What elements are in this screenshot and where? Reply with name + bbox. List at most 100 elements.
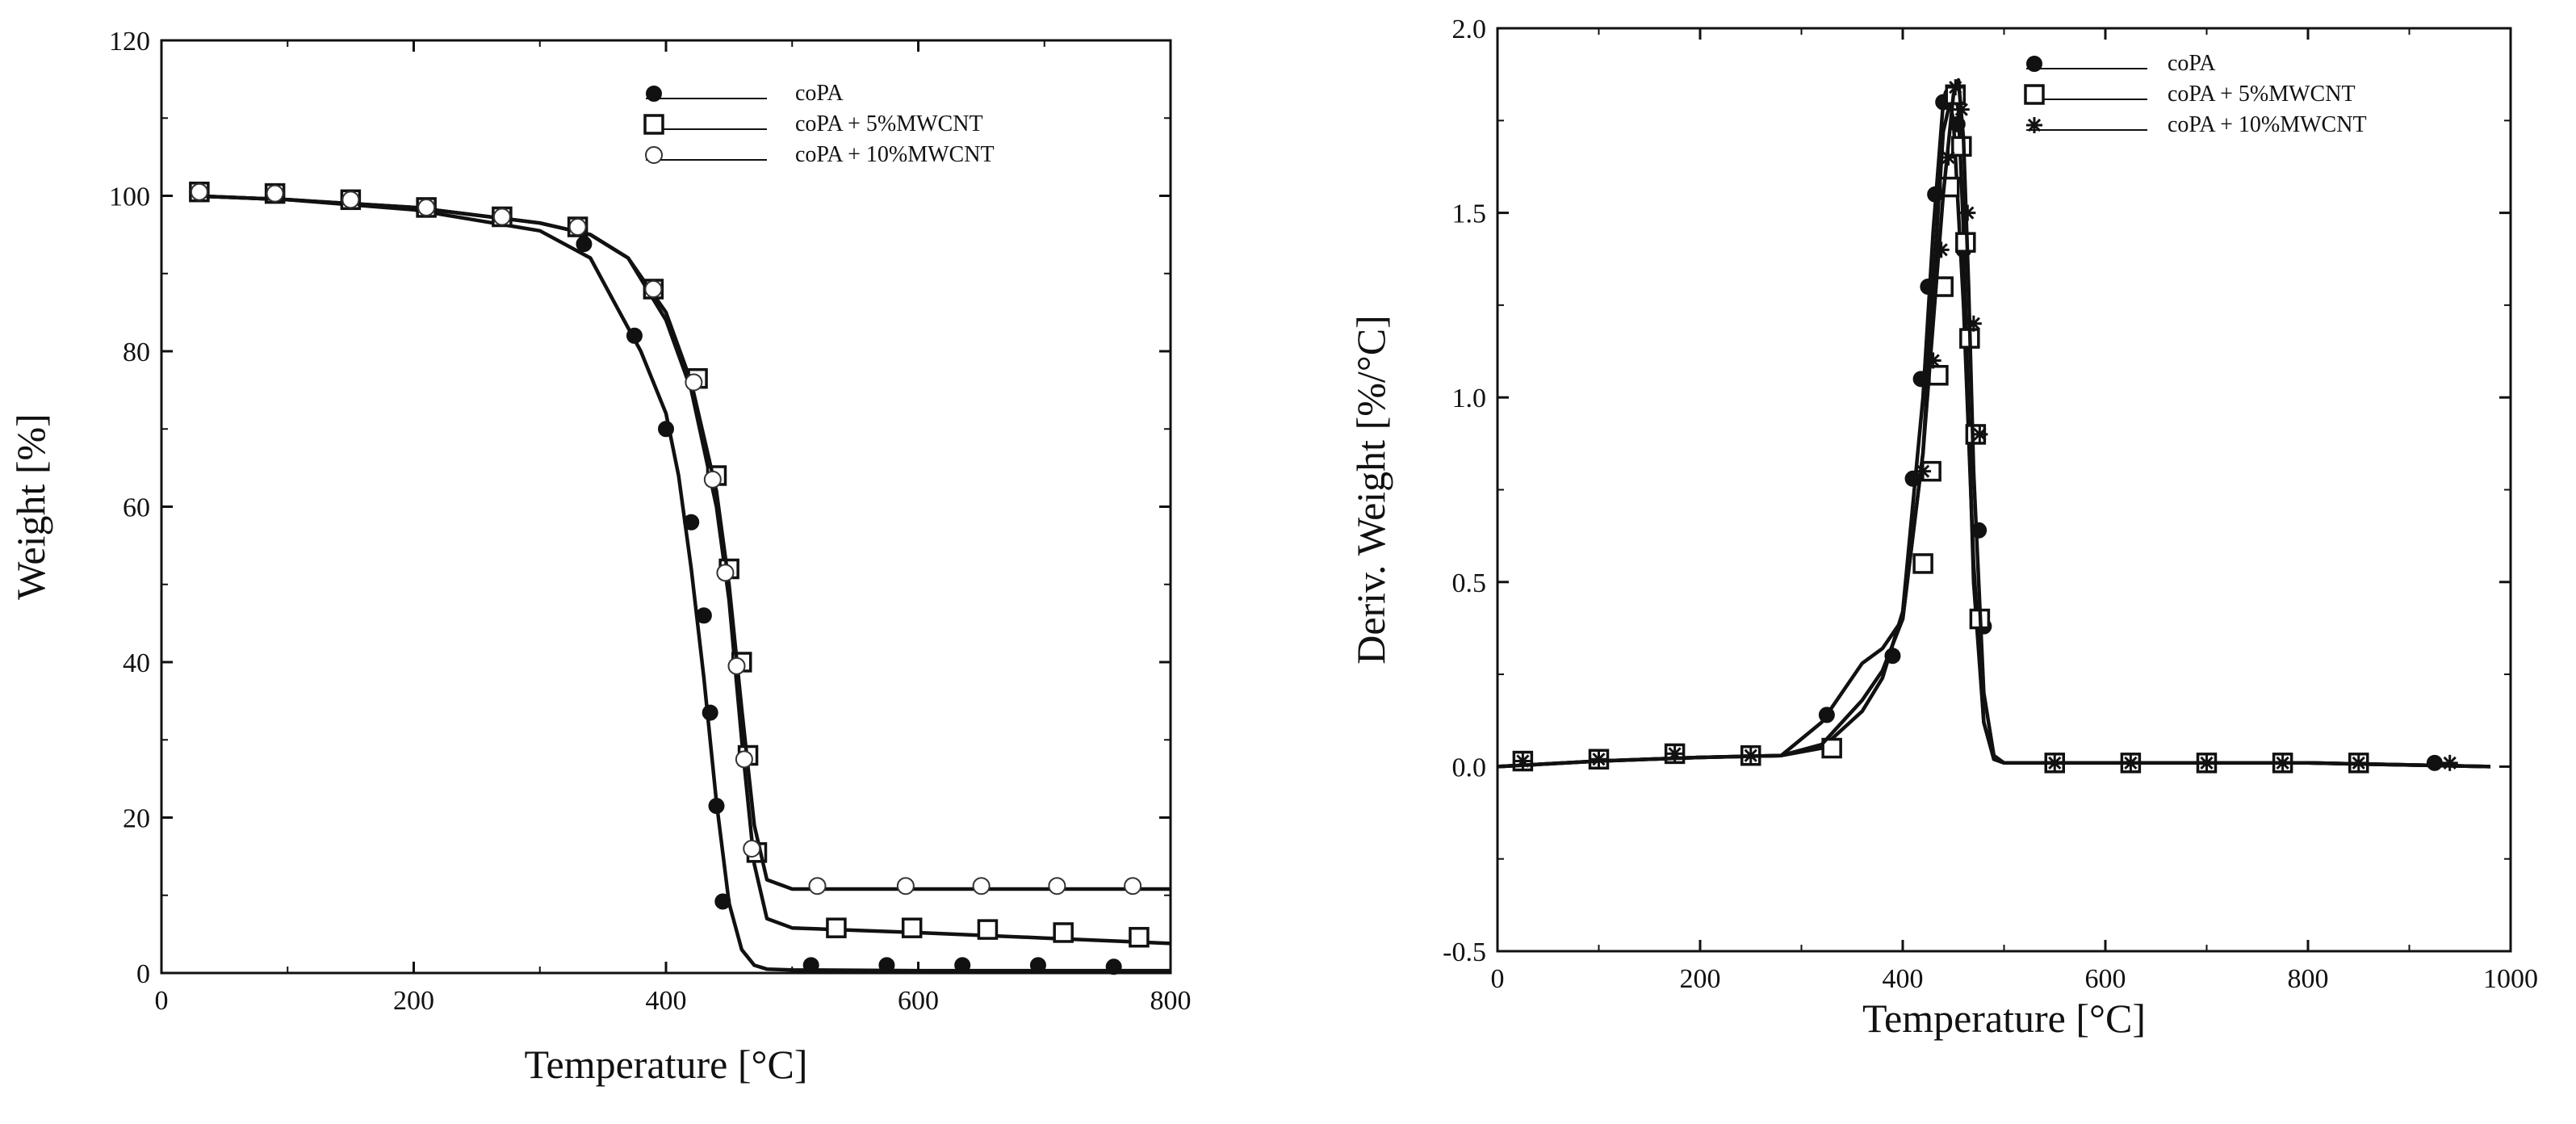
data-point <box>1124 877 1142 895</box>
y-tick-label: 1.0 <box>1452 384 1487 413</box>
legend-label: coPA + 10%MWCNT <box>795 142 995 167</box>
series-line <box>193 194 1171 946</box>
data-point <box>658 421 674 438</box>
data-point <box>1951 136 1972 157</box>
series-copa-10-mwcnt <box>1497 78 2490 771</box>
data-point <box>492 208 511 226</box>
y-tick-label: 80 <box>123 338 150 367</box>
data-point <box>735 750 753 769</box>
data-point <box>878 957 895 974</box>
legend-marker <box>2024 84 2045 105</box>
x-tick-label: 800 <box>1150 986 1192 1016</box>
data-point <box>1029 957 1046 974</box>
x-tick-label: 400 <box>646 986 687 1016</box>
data-point <box>826 917 847 938</box>
series-line <box>193 194 1171 891</box>
data-point <box>702 704 718 721</box>
y-tick-label: -0.5 <box>1443 937 1486 967</box>
chart-1: 0 200 400 600 800 0 20 40 60 80 100 120 Temperature … <box>8 27 1192 1087</box>
plot-frame <box>1496 27 2512 953</box>
data-point <box>2350 754 2367 771</box>
legend-marker <box>2026 117 2042 133</box>
data-point <box>695 607 712 624</box>
y-tick-label: 60 <box>123 493 150 523</box>
x-tick-label: 200 <box>393 986 434 1016</box>
data-point <box>190 182 208 201</box>
y-axis-label: Deriv. Weight [%/°C] <box>1348 315 1393 665</box>
data-point <box>802 957 819 974</box>
legend-marker <box>645 146 663 164</box>
legend-label: coPA + 10%MWCNT <box>2168 112 2367 137</box>
data-point <box>1965 315 1982 332</box>
data-point <box>1048 877 1066 895</box>
y-tick-label: 0.0 <box>1452 753 1487 782</box>
data-point <box>1514 753 1531 770</box>
data-point <box>1912 553 1933 574</box>
data-point <box>716 564 735 582</box>
data-point <box>1053 922 1074 943</box>
series-copa-10-mwcnt <box>190 182 1171 895</box>
legend-marker <box>643 114 664 135</box>
x-tick-label: 0 <box>1491 964 1505 994</box>
data-point <box>708 798 725 815</box>
y-tick-label: 0 <box>136 959 150 989</box>
data-point <box>2274 754 2291 771</box>
y-tick-label: 1.5 <box>1452 199 1487 229</box>
series-copa <box>1497 85 2490 771</box>
data-point <box>808 877 827 895</box>
data-point <box>568 218 587 236</box>
data-point <box>1928 365 1949 386</box>
data-point <box>743 840 761 858</box>
data-point <box>977 919 999 940</box>
series-line <box>1497 93 2490 769</box>
data-point <box>2198 754 2215 771</box>
x-axis-label: Temperature [°C] <box>1862 996 2146 1041</box>
y-tick-label: 40 <box>123 648 150 678</box>
data-point <box>972 877 991 895</box>
data-point <box>1821 737 1842 759</box>
data-point <box>1953 101 1970 118</box>
x-tick-label: 600 <box>898 986 939 1016</box>
data-point <box>1666 745 1683 762</box>
series-copa-5-mwcnt <box>189 181 1171 948</box>
series-line <box>1497 85 2490 769</box>
y-tick-label: 0.5 <box>1452 568 1487 598</box>
data-point <box>1105 958 1122 975</box>
x-tick-label: 1000 <box>2483 964 2538 994</box>
data-point <box>1590 751 1607 768</box>
data-point <box>2046 754 2063 771</box>
data-point <box>896 877 915 895</box>
series-copa <box>191 183 1171 975</box>
legend-label: coPA + 5%MWCNT <box>2168 82 2356 107</box>
data-point <box>626 327 643 344</box>
legend-marker <box>646 86 662 102</box>
y-tick-label: 120 <box>109 27 150 57</box>
x-tick-label: 800 <box>2288 964 2329 994</box>
x-tick-label: 200 <box>1680 964 1721 994</box>
data-point <box>727 656 746 675</box>
data-point <box>1971 426 1988 442</box>
series-line <box>193 194 1171 973</box>
data-point <box>2122 754 2139 771</box>
data-point <box>576 236 593 253</box>
data-point <box>1940 149 1957 166</box>
data-point <box>1947 79 1964 96</box>
data-point <box>1925 352 1941 369</box>
data-point <box>954 957 971 974</box>
x-tick-label: 400 <box>1883 964 1924 994</box>
y-tick-label: 2.0 <box>1452 15 1487 44</box>
legend-label: coPA + 5%MWCNT <box>795 111 983 136</box>
data-point <box>1959 204 1976 221</box>
legend-label: coPA <box>2168 51 2216 76</box>
data-point <box>266 184 284 203</box>
y-tick-label: 100 <box>109 182 150 212</box>
x-axis-label: Temperature [°C] <box>524 1042 807 1087</box>
data-point <box>901 917 923 938</box>
legend-marker <box>2026 56 2042 72</box>
data-point <box>2441 754 2458 771</box>
data-point <box>341 191 360 209</box>
data-point <box>1129 926 1150 948</box>
data-point <box>1915 463 1932 480</box>
x-tick-label: 600 <box>2085 964 2126 994</box>
